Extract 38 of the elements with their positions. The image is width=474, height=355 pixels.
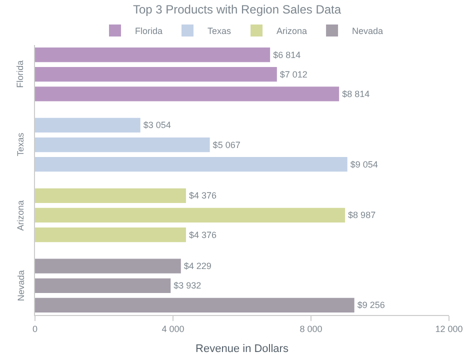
text: Nevada bbox=[16, 270, 26, 302]
x-tick-label: 0 bbox=[32, 324, 38, 334]
bar bbox=[35, 47, 270, 62]
x-tick-label: 8 000 bbox=[300, 324, 322, 334]
text: Texas bbox=[16, 132, 26, 156]
data-label: $8 814 bbox=[342, 88, 370, 99]
data-label: $6 814 bbox=[273, 50, 301, 60]
text: Florida bbox=[15, 60, 26, 88]
x-tick-label: 4 000 bbox=[162, 324, 184, 334]
bar bbox=[35, 188, 186, 203]
data-label: $9 256 bbox=[357, 300, 385, 310]
bar bbox=[35, 258, 181, 274]
bar bbox=[35, 86, 340, 102]
data-label: $3 932 bbox=[174, 280, 202, 291]
data-label: $8 987 bbox=[348, 210, 376, 220]
x-axis-title: Revenue in Dollars bbox=[196, 343, 289, 355]
legend-label: Nevada bbox=[352, 26, 384, 36]
legend-label: Florida bbox=[135, 26, 163, 36]
bar bbox=[35, 208, 346, 223]
data-label: $4 229 bbox=[184, 261, 212, 272]
data-label: $7 012 bbox=[280, 69, 308, 80]
data-label: $4 376 bbox=[188, 190, 216, 201]
bar bbox=[35, 118, 140, 133]
chart-title: Top 3 Products with Region Sales Data bbox=[132, 2, 342, 17]
legend-label: Texas bbox=[208, 26, 232, 36]
bar bbox=[35, 157, 348, 172]
x-tick-label: 12 000 bbox=[435, 324, 463, 334]
bar bbox=[35, 227, 186, 242]
bar bbox=[35, 67, 277, 82]
text: Arizona bbox=[15, 200, 26, 231]
data-label: $4 376 bbox=[188, 230, 216, 240]
bar bbox=[35, 298, 354, 313]
bar bbox=[35, 278, 171, 293]
data-label: $9 054 bbox=[350, 159, 378, 170]
data-label: $5 067 bbox=[212, 140, 240, 150]
legend-label: Arizona bbox=[276, 26, 308, 36]
bar bbox=[35, 137, 210, 152]
data-label: $3 054 bbox=[143, 120, 171, 130]
